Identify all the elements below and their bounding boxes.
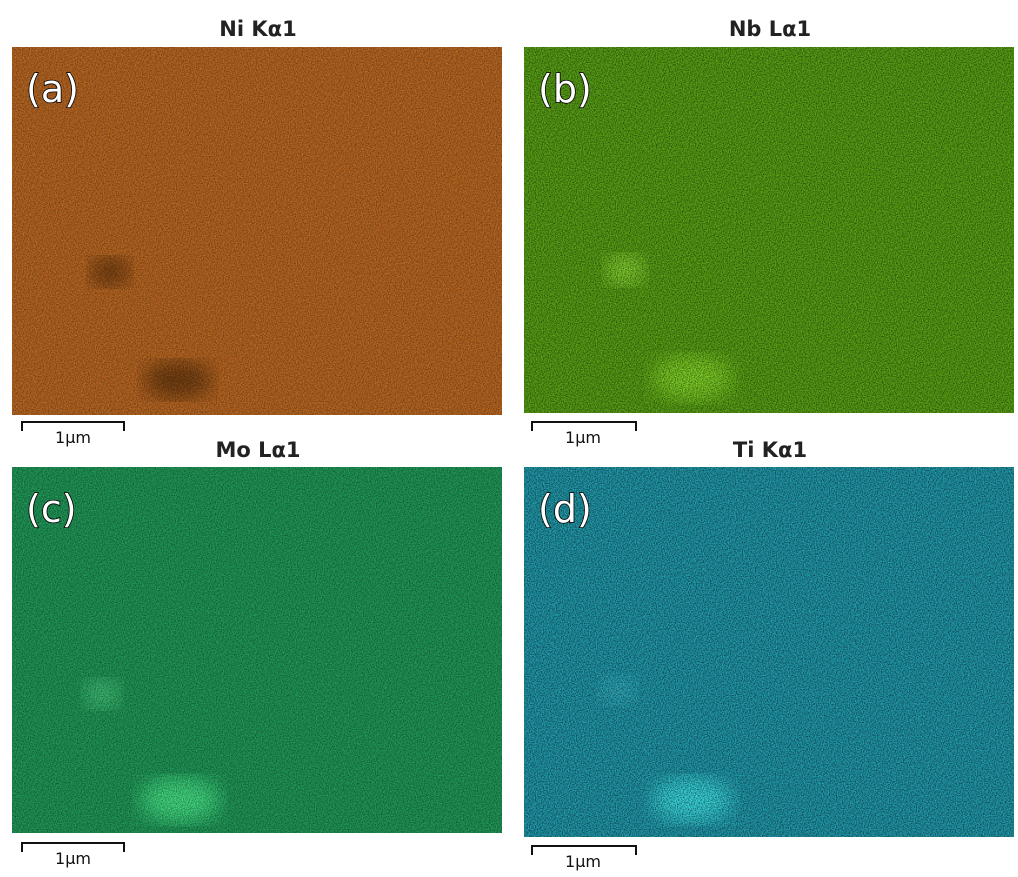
scale-label: 1μm	[565, 428, 601, 447]
scale-label: 1μm	[565, 852, 601, 871]
panel-label: (d)	[538, 487, 592, 531]
panel: Mo Lα1 (c) 1μm	[12, 438, 502, 868]
panel-title: Ti Kα1	[733, 438, 807, 462]
panel-title: Ni Kα1	[219, 17, 296, 41]
scale-label: 1μm	[55, 849, 91, 868]
panel-title: Nb Lα1	[729, 17, 811, 41]
noise	[524, 47, 1014, 413]
panel-title: Mo Lα1	[215, 438, 300, 462]
panel: Ni Kα1 (a) 1μm	[12, 17, 502, 447]
panel: Ti Kα1 (d) 1μm	[524, 438, 1014, 871]
noise	[12, 467, 502, 833]
panel-label: (b)	[538, 67, 592, 111]
noise	[12, 47, 502, 415]
figure: Ni Kα1 (a) 1μm Nb Lα1 (b) 1μm Mo Lα1 (c)…	[0, 0, 1018, 873]
panel-label: (a)	[26, 67, 79, 111]
panel: Nb Lα1 (b) 1μm	[524, 17, 1014, 447]
noise	[524, 467, 1014, 837]
panel-label: (c)	[26, 487, 77, 531]
scale-label: 1μm	[55, 428, 91, 447]
